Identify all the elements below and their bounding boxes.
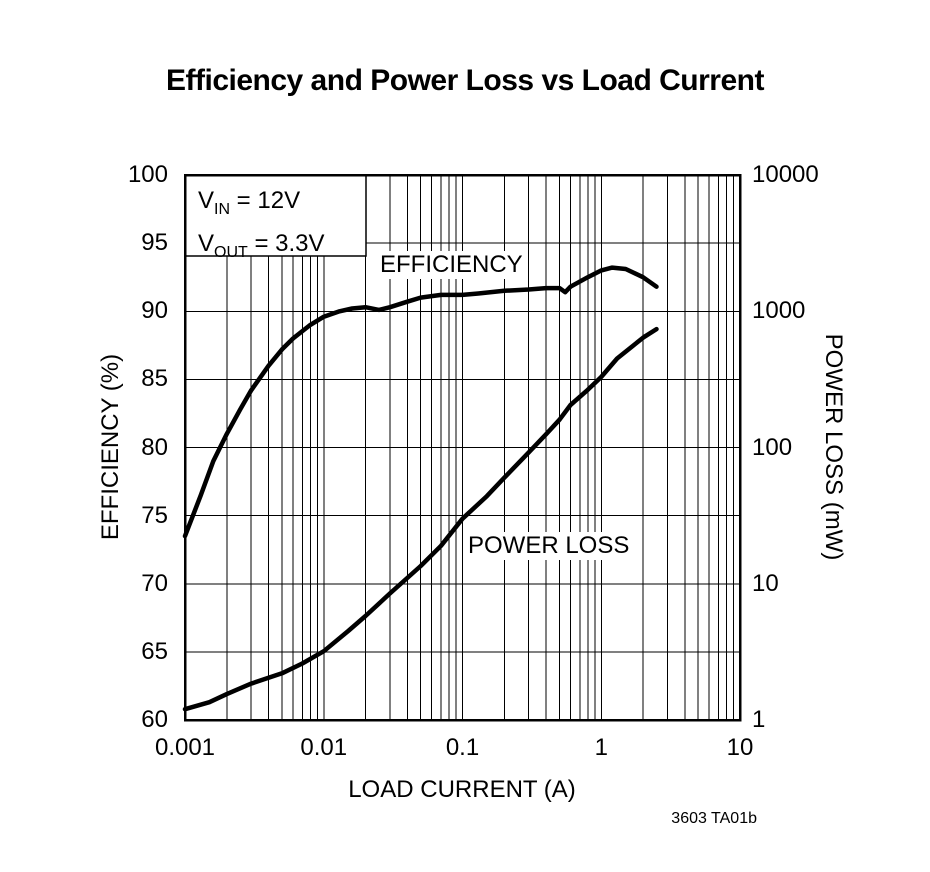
annotation-text: V	[198, 187, 215, 214]
power-loss-curve	[182, 326, 659, 712]
y-left-tick-label: 80	[141, 433, 168, 461]
y-left-tick-label: 85	[141, 365, 168, 393]
efficiency-curve-label: EFFICIENCY	[376, 251, 527, 280]
conditions-annotation: VIN = 12V VOUT = 3.3V	[198, 184, 325, 270]
chart-title: Efficiency and Power Loss vs Load Curren…	[166, 64, 765, 97]
y-right-tick-label: 100	[752, 433, 793, 461]
x-tick-label: 1	[594, 734, 608, 761]
annotation-text: = 3.3V	[247, 229, 325, 257]
annotation-box	[184, 174, 367, 257]
y-right-tick-label: 10	[752, 569, 779, 597]
annotation-text: V	[198, 229, 215, 257]
figure-number: 3603 TA01b	[671, 810, 757, 827]
y-right-axis-title: POWER LOSS (mW)	[820, 333, 847, 561]
efficiency-curve	[182, 265, 659, 539]
vout-condition: VOUT = 3.3V	[198, 227, 325, 270]
y-left-tick-label: 70	[141, 569, 168, 597]
x-tick-label: 0.01	[300, 734, 348, 761]
annotation-subscript: IN	[214, 200, 231, 218]
plot-border	[183, 173, 742, 722]
y-left-tick-label: 75	[141, 501, 168, 529]
x-tick-label: 0.001	[154, 734, 216, 761]
y-right-tick-label: 1	[752, 706, 766, 733]
annotation-subscript: OUT	[214, 243, 248, 261]
power-loss-curve-label: POWER LOSS	[464, 532, 634, 561]
y-right-tick-label: 1000	[752, 297, 806, 325]
y-left-tick-label: 60	[141, 706, 168, 733]
x-axis-title: LOAD CURRENT (A)	[348, 776, 576, 803]
y-left-tick-label: 95	[141, 229, 168, 257]
y-left-tick-label: 90	[141, 297, 168, 325]
y-right-tick-label: 10000	[752, 161, 819, 188]
x-tick-label: 10	[726, 734, 754, 761]
x-tick-label: 0.1	[445, 734, 480, 761]
vin-condition: VIN = 12V	[198, 184, 325, 227]
gridlines	[185, 175, 740, 720]
annotation-text: = 12V	[230, 187, 301, 214]
y-left-tick-label: 100	[127, 161, 168, 188]
y-left-axis-title: EFFICIENCY (%)	[97, 353, 124, 541]
y-left-tick-label: 65	[141, 637, 168, 665]
